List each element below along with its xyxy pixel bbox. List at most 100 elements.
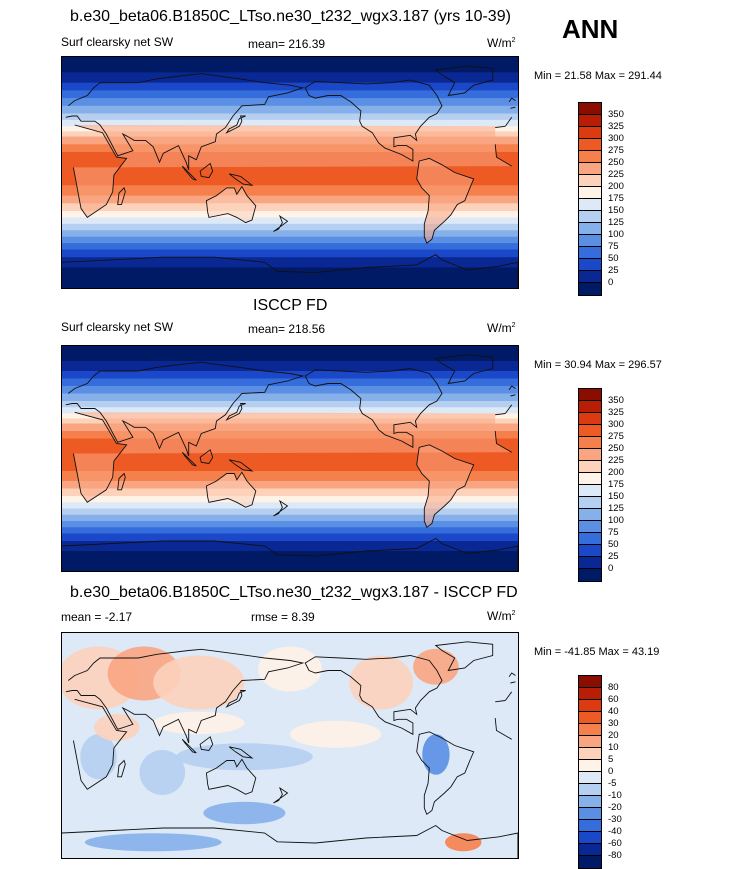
colorbar-swatch: [579, 437, 601, 449]
coastline-sumatra: [181, 738, 197, 754]
colorbar-tick-label: 325: [608, 121, 624, 132]
panel1-title: b.e30_beta06.B1850C_LTso.ne30_t232_wgx3.…: [70, 8, 511, 25]
field-band: [62, 195, 518, 204]
coastline-antarctica: [62, 254, 518, 288]
diff-blob: [258, 646, 322, 692]
coastline-greenland: [434, 65, 494, 97]
colorbar-tick-label: 0: [608, 563, 614, 574]
coastline-europe_asia: [65, 648, 305, 744]
colorbar-swatch: [579, 449, 601, 461]
diff-blob: [203, 801, 286, 825]
field-band: [62, 223, 518, 231]
land-shading: [73, 125, 512, 218]
colorbar-swatch: [579, 199, 601, 211]
colorbar-tick-label: 350: [608, 395, 624, 406]
panel3-minmax: Min = -41.85 Max = 43.19: [534, 646, 660, 658]
colorbar-tick-label: 10: [608, 742, 619, 753]
diff-blob: [349, 655, 414, 710]
field-band: [62, 471, 518, 482]
panel3-map: [61, 632, 519, 859]
coastline-europe_asia: [65, 73, 305, 171]
diff-blob: [153, 655, 245, 710]
coastline-uk: [508, 385, 516, 391]
panel2-map: [61, 345, 519, 572]
diff-blob: [413, 648, 459, 685]
panel2-colorbar: [578, 388, 602, 582]
colorbar-swatch: [579, 688, 601, 700]
coastline-madagascar: [117, 187, 126, 206]
colorbar-swatch: [579, 175, 601, 187]
coastline-europe_asia: [504, 404, 513, 414]
colorbar-swatch: [579, 700, 601, 712]
colorbar-swatch: [579, 760, 601, 772]
colorbar-swatch: [579, 187, 601, 199]
colorbar-swatch: [579, 844, 601, 856]
diff-blob: [80, 734, 117, 780]
colorbar-tick-label: 200: [608, 467, 624, 478]
coastline-africa: [72, 411, 128, 503]
coastline-newguinea: [228, 746, 254, 759]
colorbar-swatch: [579, 259, 601, 271]
colorbar-swatch: [579, 473, 601, 485]
colorbar-swatch: [579, 211, 601, 223]
colorbar-tick-label: 40: [608, 706, 619, 717]
colorbar-tick-label: 225: [608, 455, 624, 466]
colorbar-tick-label: 250: [608, 443, 624, 454]
coastline-borneo: [199, 736, 214, 751]
colorbar-tick-label: 175: [608, 193, 624, 204]
colorbar-tick-label: 50: [608, 539, 619, 550]
coastline-japan: [225, 690, 246, 708]
panel3-rmse-label: rmse = 8.39: [251, 610, 315, 624]
colorbar-swatch: [579, 748, 601, 760]
colorbar-swatch: [579, 425, 601, 437]
coastline-sumatra: [181, 165, 197, 181]
diff-blob: [290, 720, 382, 748]
field-band: [62, 527, 518, 534]
panel2-units: W/m2: [487, 321, 516, 335]
colorbar-tick-label: 5: [608, 754, 614, 765]
colorbar-swatch: [579, 796, 601, 808]
colorbar-tick-label: 325: [608, 407, 624, 418]
panel2-mean-label: mean= 218.56: [248, 322, 326, 336]
colorbar-swatch: [579, 820, 601, 832]
coastline-africa: [495, 700, 506, 703]
coastline-europe_asia: [504, 117, 513, 127]
coastline-africa: [494, 144, 512, 167]
coastline-australia: [205, 471, 257, 508]
colorbar-tick-label: 200: [608, 181, 624, 192]
diff-blob: [422, 734, 450, 775]
field-band: [62, 533, 518, 542]
field-band: [62, 488, 518, 497]
colorbar-tick-label: 350: [608, 109, 624, 120]
coastline-sumatra: [181, 451, 197, 467]
colorbar-swatch: [579, 235, 601, 247]
coastline-antarctica: [62, 824, 518, 858]
coastline-antarctica: [62, 537, 518, 571]
colorbar-tick-label: 25: [608, 265, 619, 276]
land-shading: [206, 472, 256, 508]
coastline-uk: [510, 106, 516, 109]
land-shading: [416, 158, 474, 244]
colorbar-tick-label: -40: [608, 826, 622, 837]
panel3-units: W/m2: [487, 609, 516, 623]
colorbar-tick-label: -10: [608, 790, 622, 801]
panel2-title: ISCCP FD: [253, 297, 328, 314]
land-shading: [73, 412, 512, 503]
colorbar-tick-label: 20: [608, 730, 619, 741]
coastline-southam: [416, 444, 475, 529]
field-band: [62, 386, 518, 394]
coastline-nz: [273, 786, 289, 804]
coastline-australia: [205, 758, 257, 795]
field-band: [62, 257, 518, 268]
field-band: [62, 393, 518, 402]
colorbar-swatch: [579, 832, 601, 844]
panel1-colorbar: [578, 102, 602, 296]
panel3-title: b.e30_beta06.B1850C_LTso.ne30_t232_wgx3.…: [70, 584, 518, 601]
colorbar-swatch: [579, 772, 601, 784]
coastline-northam: [304, 655, 443, 736]
colorbar-swatch: [579, 676, 601, 688]
coastline-borneo: [199, 449, 214, 464]
panel1-units: W/m2: [487, 36, 516, 50]
panel1-map-svg: [62, 57, 518, 288]
diff-blob: [153, 711, 245, 735]
